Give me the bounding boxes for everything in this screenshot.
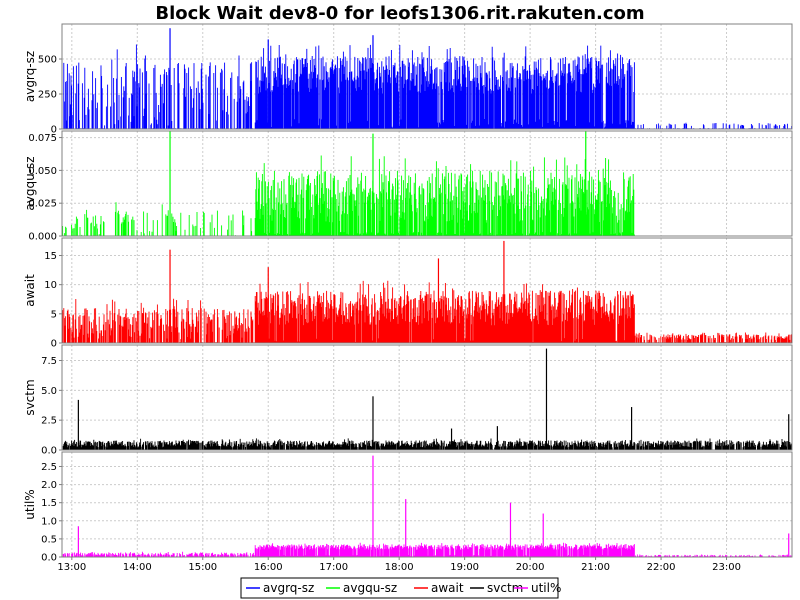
y-tick-label: 2.5 <box>41 462 57 473</box>
legend: avgrq-sz avgqu-sz await svctm util% <box>240 577 561 599</box>
panel-border <box>61 237 793 344</box>
y-tick-label: 0.000 <box>28 232 57 243</box>
y-axis-label: await <box>23 274 37 307</box>
x-tick-label: 14:00 <box>123 562 152 573</box>
y-axis-label: util% <box>23 489 37 519</box>
x-tick-label: 15:00 <box>188 562 217 573</box>
x-tick-label: 21:00 <box>581 562 610 573</box>
legend-label: svctm <box>487 581 523 595</box>
y-tick-label: 0.050 <box>28 166 57 177</box>
panel-util%: 0.0 0.5 1.0 1.5 2.0 2.5 util% <box>23 451 793 564</box>
legend-label: await <box>431 581 464 595</box>
y-axis-label: avgrq-sz <box>23 51 37 102</box>
y-tick-label: 0.0 <box>41 446 57 457</box>
chart-panels: 0250500avgrq-sz0.0000.0250.0500.075avgqu… <box>23 23 793 564</box>
legend-item-avgrq-sz: avgrq-sz <box>246 581 314 595</box>
panel-avgqu-sz: 0.000 0.025 0.050 0.075 avgqu-sz <box>23 130 793 243</box>
legend-label: avgqu-sz <box>343 581 397 595</box>
panel-svctm: 0.0 2.5 5.0 7.5 svctm <box>23 344 793 457</box>
y-tick-label: 2.0 <box>41 480 57 491</box>
y-tick-label: 0.0 <box>41 553 57 564</box>
y-tick-label: 500 <box>38 55 57 66</box>
legend-item-util%: util% <box>514 581 561 595</box>
panel-border <box>61 451 793 558</box>
y-tick-label: 0 <box>51 339 57 350</box>
legend-item-svctm: svctm <box>470 581 523 595</box>
y-tick-label: 5 <box>51 309 57 320</box>
y-axis-label: avgqu-sz <box>23 156 37 210</box>
x-tick-label: 22:00 <box>647 562 676 573</box>
panel-border <box>61 23 793 130</box>
y-tick-label: 0.075 <box>28 133 57 144</box>
y-axis-label: svctm <box>23 379 37 415</box>
y-tick-label: 5.0 <box>41 386 57 397</box>
y-tick-label: 2.5 <box>41 416 57 427</box>
x-tick-label: 18:00 <box>385 562 414 573</box>
legend-label: avgrq-sz <box>263 581 314 595</box>
x-tick-label: 20:00 <box>516 562 545 573</box>
x-tick-label: 19:00 <box>450 562 479 573</box>
y-tick-label: 1.0 <box>41 516 57 527</box>
panel-border <box>61 130 793 237</box>
panel-background <box>62 345 792 450</box>
chart-title: Block Wait dev8-0 for leofs1306.rit.raku… <box>155 3 644 24</box>
legend-item-avgqu-sz: avgqu-sz <box>326 581 397 595</box>
x-tick-label: 16:00 <box>254 562 283 573</box>
y-tick-label: 0.5 <box>41 534 57 545</box>
y-tick-label: 0.025 <box>28 199 57 210</box>
y-tick-label: 7.5 <box>41 356 57 367</box>
y-tick-label: 250 <box>38 90 57 101</box>
series-line-avgqu-sz <box>62 155 635 236</box>
x-axis: 13:00 14:00 15:00 16:00 17:00 18:00 19:00 20:00… <box>57 557 741 573</box>
panel-background <box>62 452 792 557</box>
y-tick-label: 0 <box>51 125 57 136</box>
x-tick-label: 17:00 <box>319 562 348 573</box>
legend-item-await: await <box>414 581 464 595</box>
y-tick-label: 15 <box>44 251 57 262</box>
legend-label: util% <box>531 581 561 595</box>
y-tick-label: 10 <box>44 280 57 291</box>
panel-await: 0 5 10 15 await <box>23 237 793 350</box>
legend-box <box>240 577 559 599</box>
x-tick-label: 23:00 <box>712 562 741 573</box>
y-tick-label: 1.5 <box>41 498 57 509</box>
x-tick-label: 13:00 <box>57 562 86 573</box>
panel-border <box>61 344 793 451</box>
